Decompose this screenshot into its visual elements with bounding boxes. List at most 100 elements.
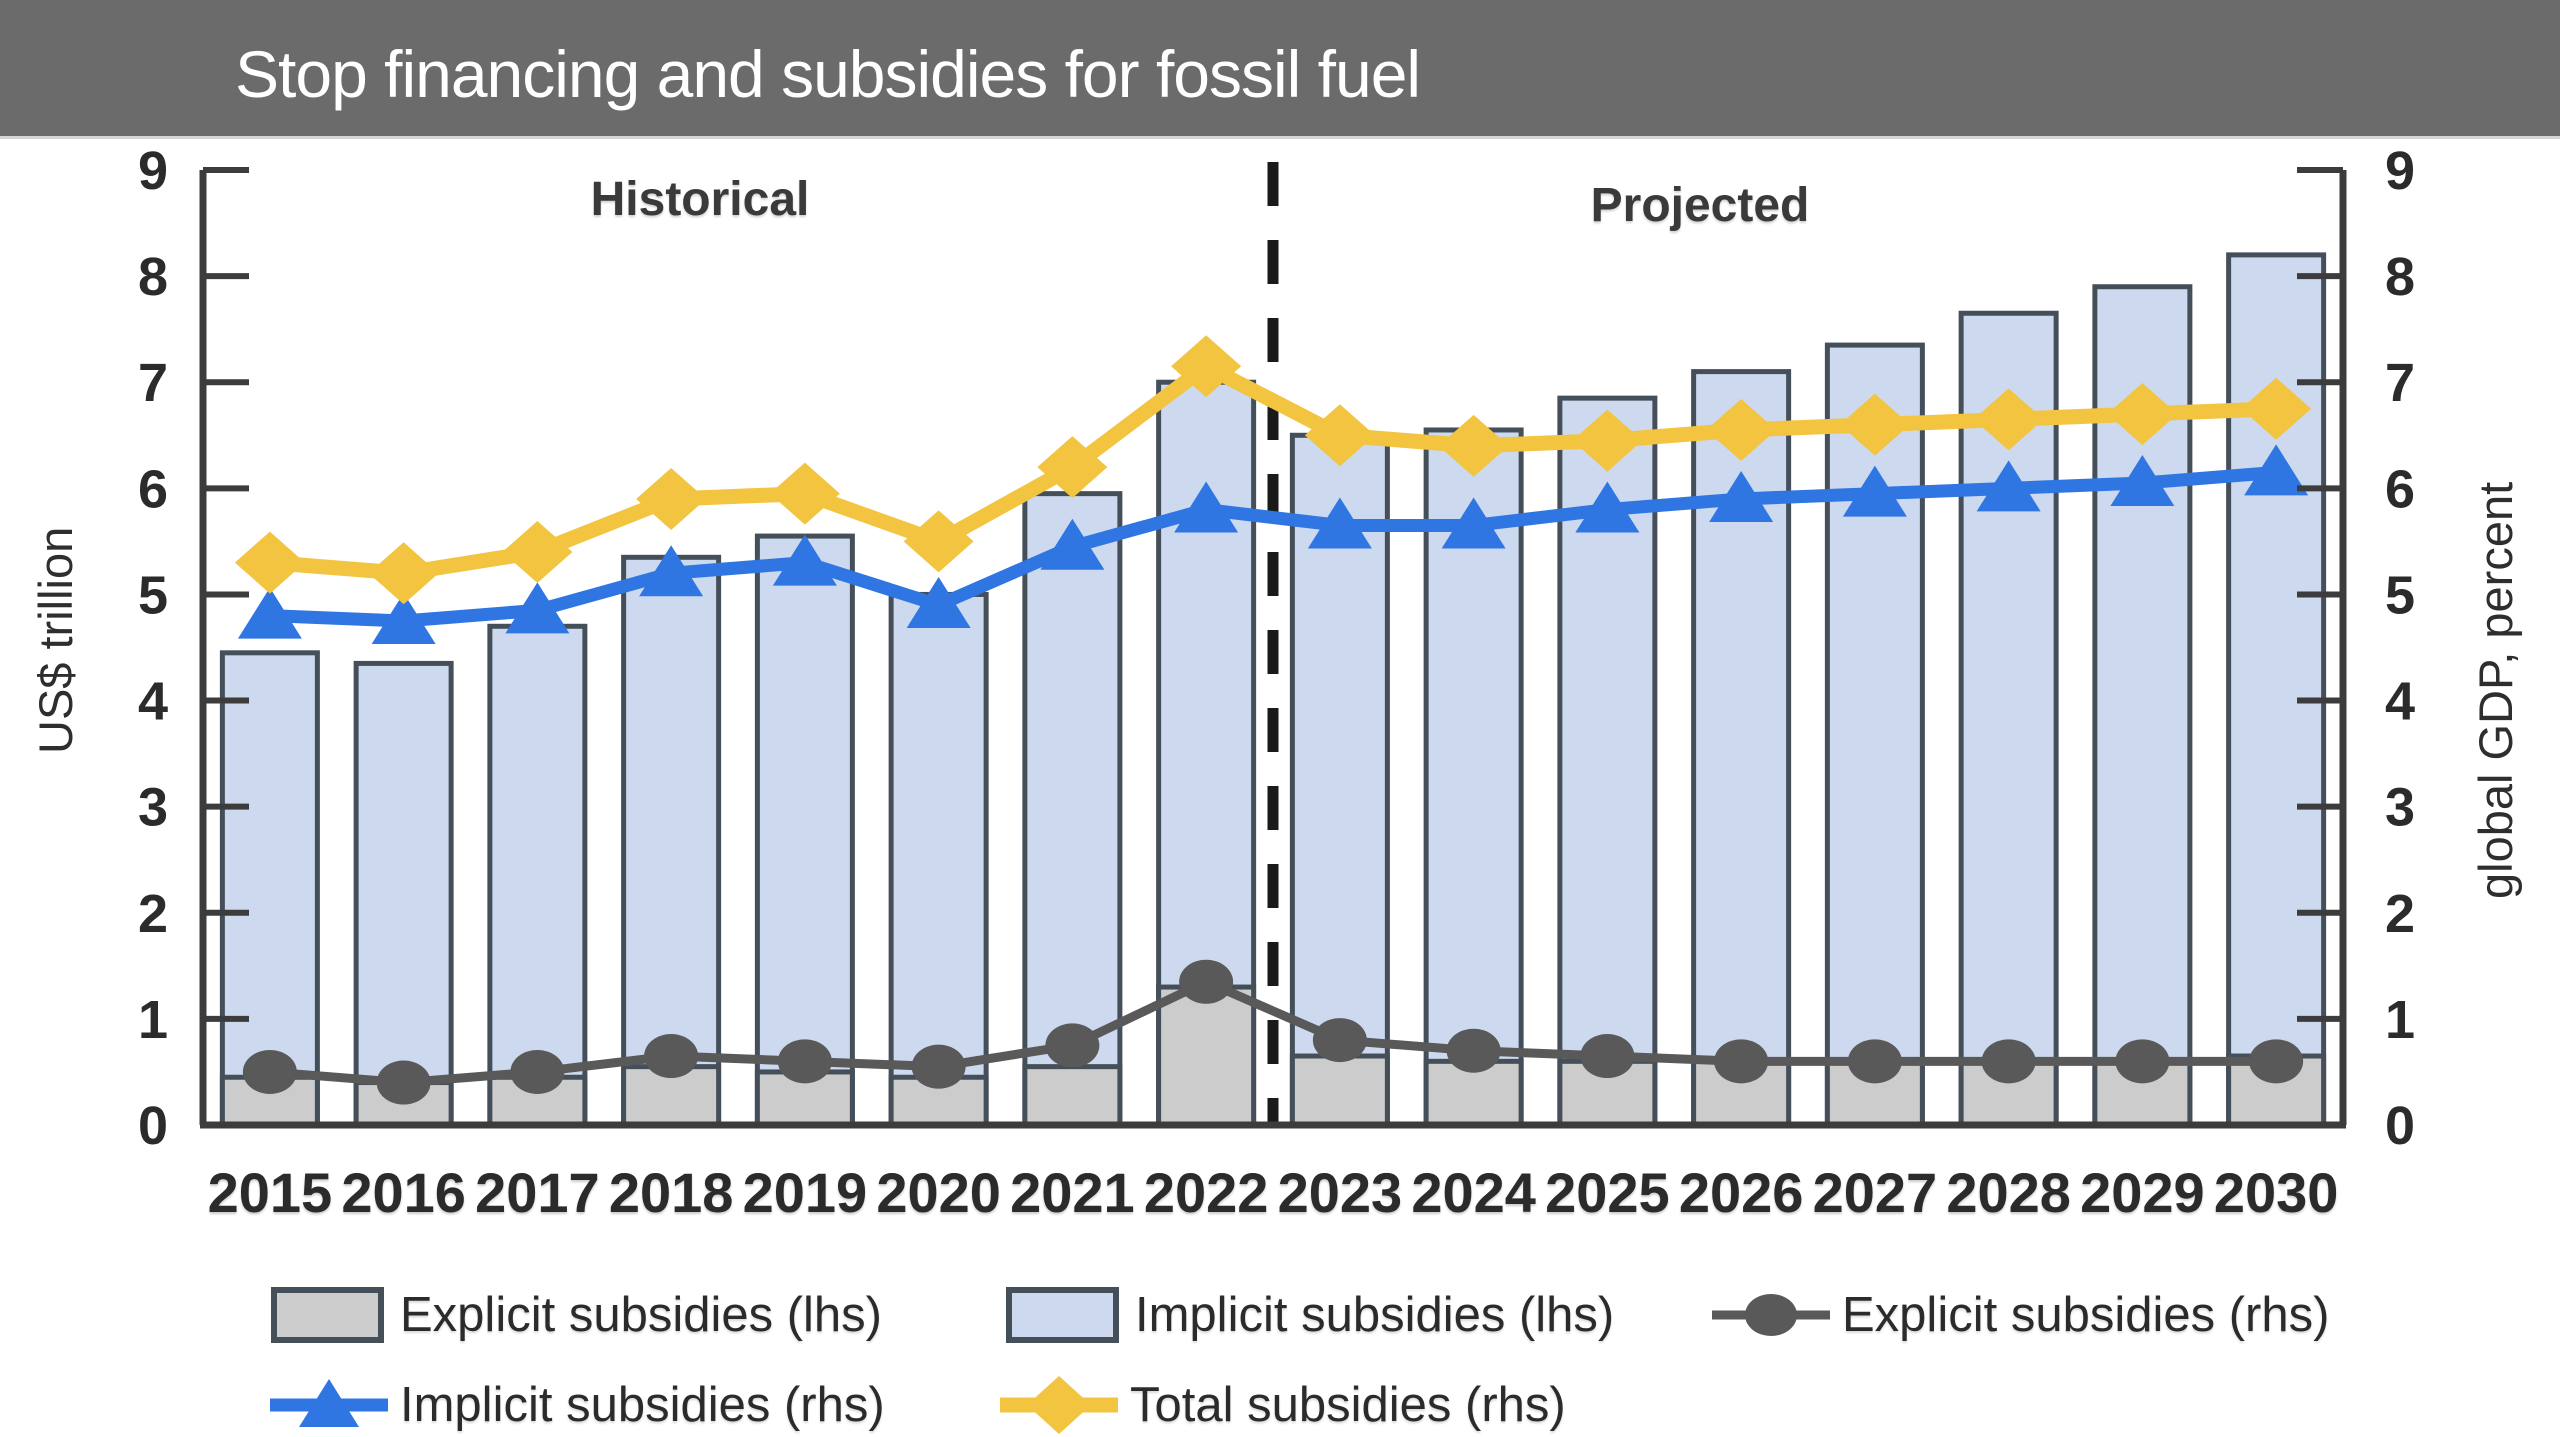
left-tick-6: 6 [138, 459, 168, 519]
right-tick-1: 1 [2385, 990, 2415, 1050]
right-tick-0: 0 [2385, 1096, 2415, 1156]
x-label-2028: 2028 [1946, 1161, 2071, 1224]
right-tick-3: 3 [2385, 778, 2415, 838]
x-label-2017: 2017 [475, 1161, 600, 1224]
line-total-subsidies-rhs- [234, 335, 2312, 605]
marker-triangle [1575, 481, 1640, 533]
left-tick-9: 9 [138, 141, 168, 201]
marker-circle [644, 1034, 699, 1079]
marker-triangle [2244, 444, 2309, 496]
marker-diamond [636, 467, 707, 530]
marker-triangle [772, 534, 837, 586]
marker-triangle [505, 582, 570, 634]
marker-circle [1847, 1039, 1902, 1084]
x-label-2016: 2016 [341, 1161, 466, 1224]
marker-diamond [2241, 377, 2312, 440]
page-title: Stop financing and subsidies for fossil … [235, 37, 1421, 111]
marker-diamond [769, 462, 840, 525]
marker-triangle [639, 545, 704, 597]
marker-diamond [1572, 409, 1643, 472]
bar-implicit-2027 [1824, 342, 1925, 1128]
marker-circle [376, 1060, 431, 1105]
left-tick-0: 0 [138, 1096, 168, 1156]
x-label-2026: 2026 [1679, 1161, 1804, 1224]
right-tick-2: 2 [2385, 884, 2415, 944]
x-label-2020: 2020 [876, 1161, 1001, 1224]
marker-circle [1981, 1039, 2036, 1084]
marker-triangle [371, 592, 436, 644]
left-tick-8: 8 [138, 247, 168, 307]
marker-diamond [1438, 414, 1509, 477]
bar-explicit-2023 [1289, 1053, 1390, 1128]
bar-implicit-2030 [2226, 252, 2327, 1128]
x-label-2021: 2021 [1010, 1161, 1135, 1224]
marker-circle [1312, 1018, 1367, 1063]
marker-circle [1179, 959, 1234, 1004]
right-tick-5: 5 [2385, 565, 2415, 625]
x-label-2025: 2025 [1545, 1161, 1670, 1224]
bar-implicit-2023 [1289, 432, 1390, 1128]
bar-implicit-2028 [1958, 310, 2059, 1128]
marker-circle [2115, 1039, 2170, 1084]
right-tick-9: 9 [2385, 141, 2415, 201]
marker-diamond [1973, 388, 2044, 451]
marker-diamond [2107, 383, 2178, 446]
right-tick-8: 8 [2385, 247, 2415, 307]
axes [199, 167, 2347, 1129]
marker-triangle [1709, 470, 1774, 522]
marker-circle [242, 1049, 297, 1094]
marker-triangle [2110, 455, 2175, 507]
marker-diamond [502, 521, 573, 583]
marker-triangle [1174, 481, 1239, 533]
bar-implicit-2016 [353, 660, 454, 1128]
x-label-2030: 2030 [2214, 1161, 2339, 1224]
marker-diamond [1839, 393, 1910, 456]
x-label-2018: 2018 [609, 1161, 734, 1224]
left-axis-title: US$ trillion [29, 526, 82, 754]
left-tick-3: 3 [138, 778, 168, 838]
bar-explicit-2022 [1156, 984, 1257, 1128]
marker-triangle [1040, 518, 1105, 570]
marker-diamond [1171, 335, 1242, 398]
x-label-2019: 2019 [743, 1161, 868, 1224]
x-label-2023: 2023 [1278, 1161, 1403, 1224]
marker-circle [1446, 1028, 1501, 1073]
bar-implicit-2018 [621, 554, 722, 1128]
left-tick-7: 7 [138, 353, 168, 413]
header-bar: Stop financing and subsidies for fossil … [0, 0, 2560, 136]
marker-diamond [1304, 404, 1375, 467]
marker-diamond [1037, 436, 1108, 499]
marker-triangle [237, 587, 302, 639]
x-label-2022: 2022 [1144, 1161, 1269, 1224]
marker-diamond [1706, 398, 1777, 461]
x-label-2024: 2024 [1411, 1161, 1536, 1224]
x-label-2015: 2015 [208, 1161, 333, 1224]
right-tick-7: 7 [2385, 353, 2415, 413]
marker-circle [1580, 1034, 1635, 1079]
right-tick-6: 6 [2385, 459, 2415, 519]
marker-diamond [368, 542, 439, 605]
marker-triangle [1307, 497, 1372, 549]
left-tick-2: 2 [138, 884, 168, 944]
marker-circle [777, 1039, 832, 1084]
marker-triangle [1976, 460, 2041, 512]
marker-triangle [1441, 497, 1506, 549]
marker-circle [510, 1049, 565, 1094]
projected-zone-label: Projected [1590, 179, 1810, 232]
historical-zone-label: Historical [590, 173, 810, 226]
line-path [269, 358, 2277, 581]
line-implicit-subsidies-rhs- [237, 444, 2309, 644]
bars-group [219, 252, 2327, 1128]
right-axis-title: global GDP, percent [2469, 481, 2522, 899]
line-path [269, 465, 2277, 628]
bar-explicit-2021 [1022, 1064, 1123, 1128]
marker-diamond [234, 531, 305, 594]
x-label-2029: 2029 [2080, 1161, 2205, 1224]
marker-circle [911, 1044, 966, 1089]
bar-implicit-2019 [754, 533, 855, 1128]
right-tick-4: 4 [2385, 672, 2415, 732]
x-label-2027: 2027 [1813, 1161, 1938, 1224]
tick-labels: 0 1 2 3 4 5 6 7 8 9 0 1 2 3 4 5 6 7 8 9 2015 2016 2017 2018 2019… [138, 141, 2415, 1224]
